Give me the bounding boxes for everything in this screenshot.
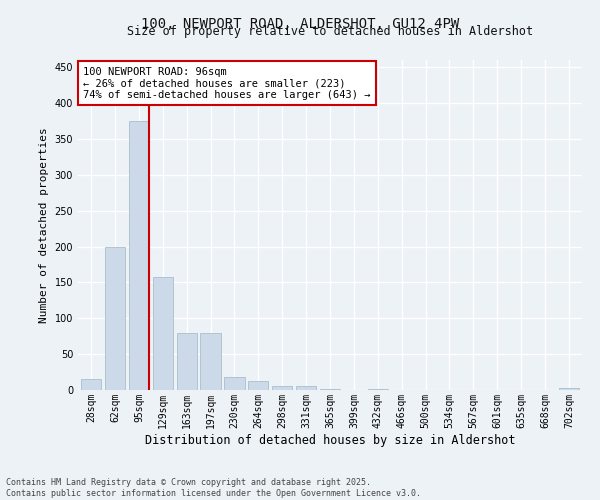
Bar <box>559 388 579 390</box>
Y-axis label: Number of detached properties: Number of detached properties <box>39 127 49 323</box>
Bar <box>176 334 197 390</box>
Bar <box>152 276 173 390</box>
Bar <box>296 386 316 390</box>
Text: 100, NEWPORT ROAD, ALDERSHOT, GU12 4PW: 100, NEWPORT ROAD, ALDERSHOT, GU12 4PW <box>141 18 459 32</box>
Bar <box>224 377 245 390</box>
Text: Contains HM Land Registry data © Crown copyright and database right 2025.
Contai: Contains HM Land Registry data © Crown c… <box>6 478 421 498</box>
Bar <box>200 334 221 390</box>
Bar <box>272 386 292 390</box>
Bar <box>248 380 268 390</box>
Bar <box>368 388 388 390</box>
Bar <box>129 121 149 390</box>
X-axis label: Distribution of detached houses by size in Aldershot: Distribution of detached houses by size … <box>145 434 515 446</box>
Title: Size of property relative to detached houses in Aldershot: Size of property relative to detached ho… <box>127 25 533 38</box>
Text: 100 NEWPORT ROAD: 96sqm
← 26% of detached houses are smaller (223)
74% of semi-d: 100 NEWPORT ROAD: 96sqm ← 26% of detache… <box>83 66 371 100</box>
Bar <box>81 379 101 390</box>
Bar <box>320 388 340 390</box>
Bar <box>105 246 125 390</box>
